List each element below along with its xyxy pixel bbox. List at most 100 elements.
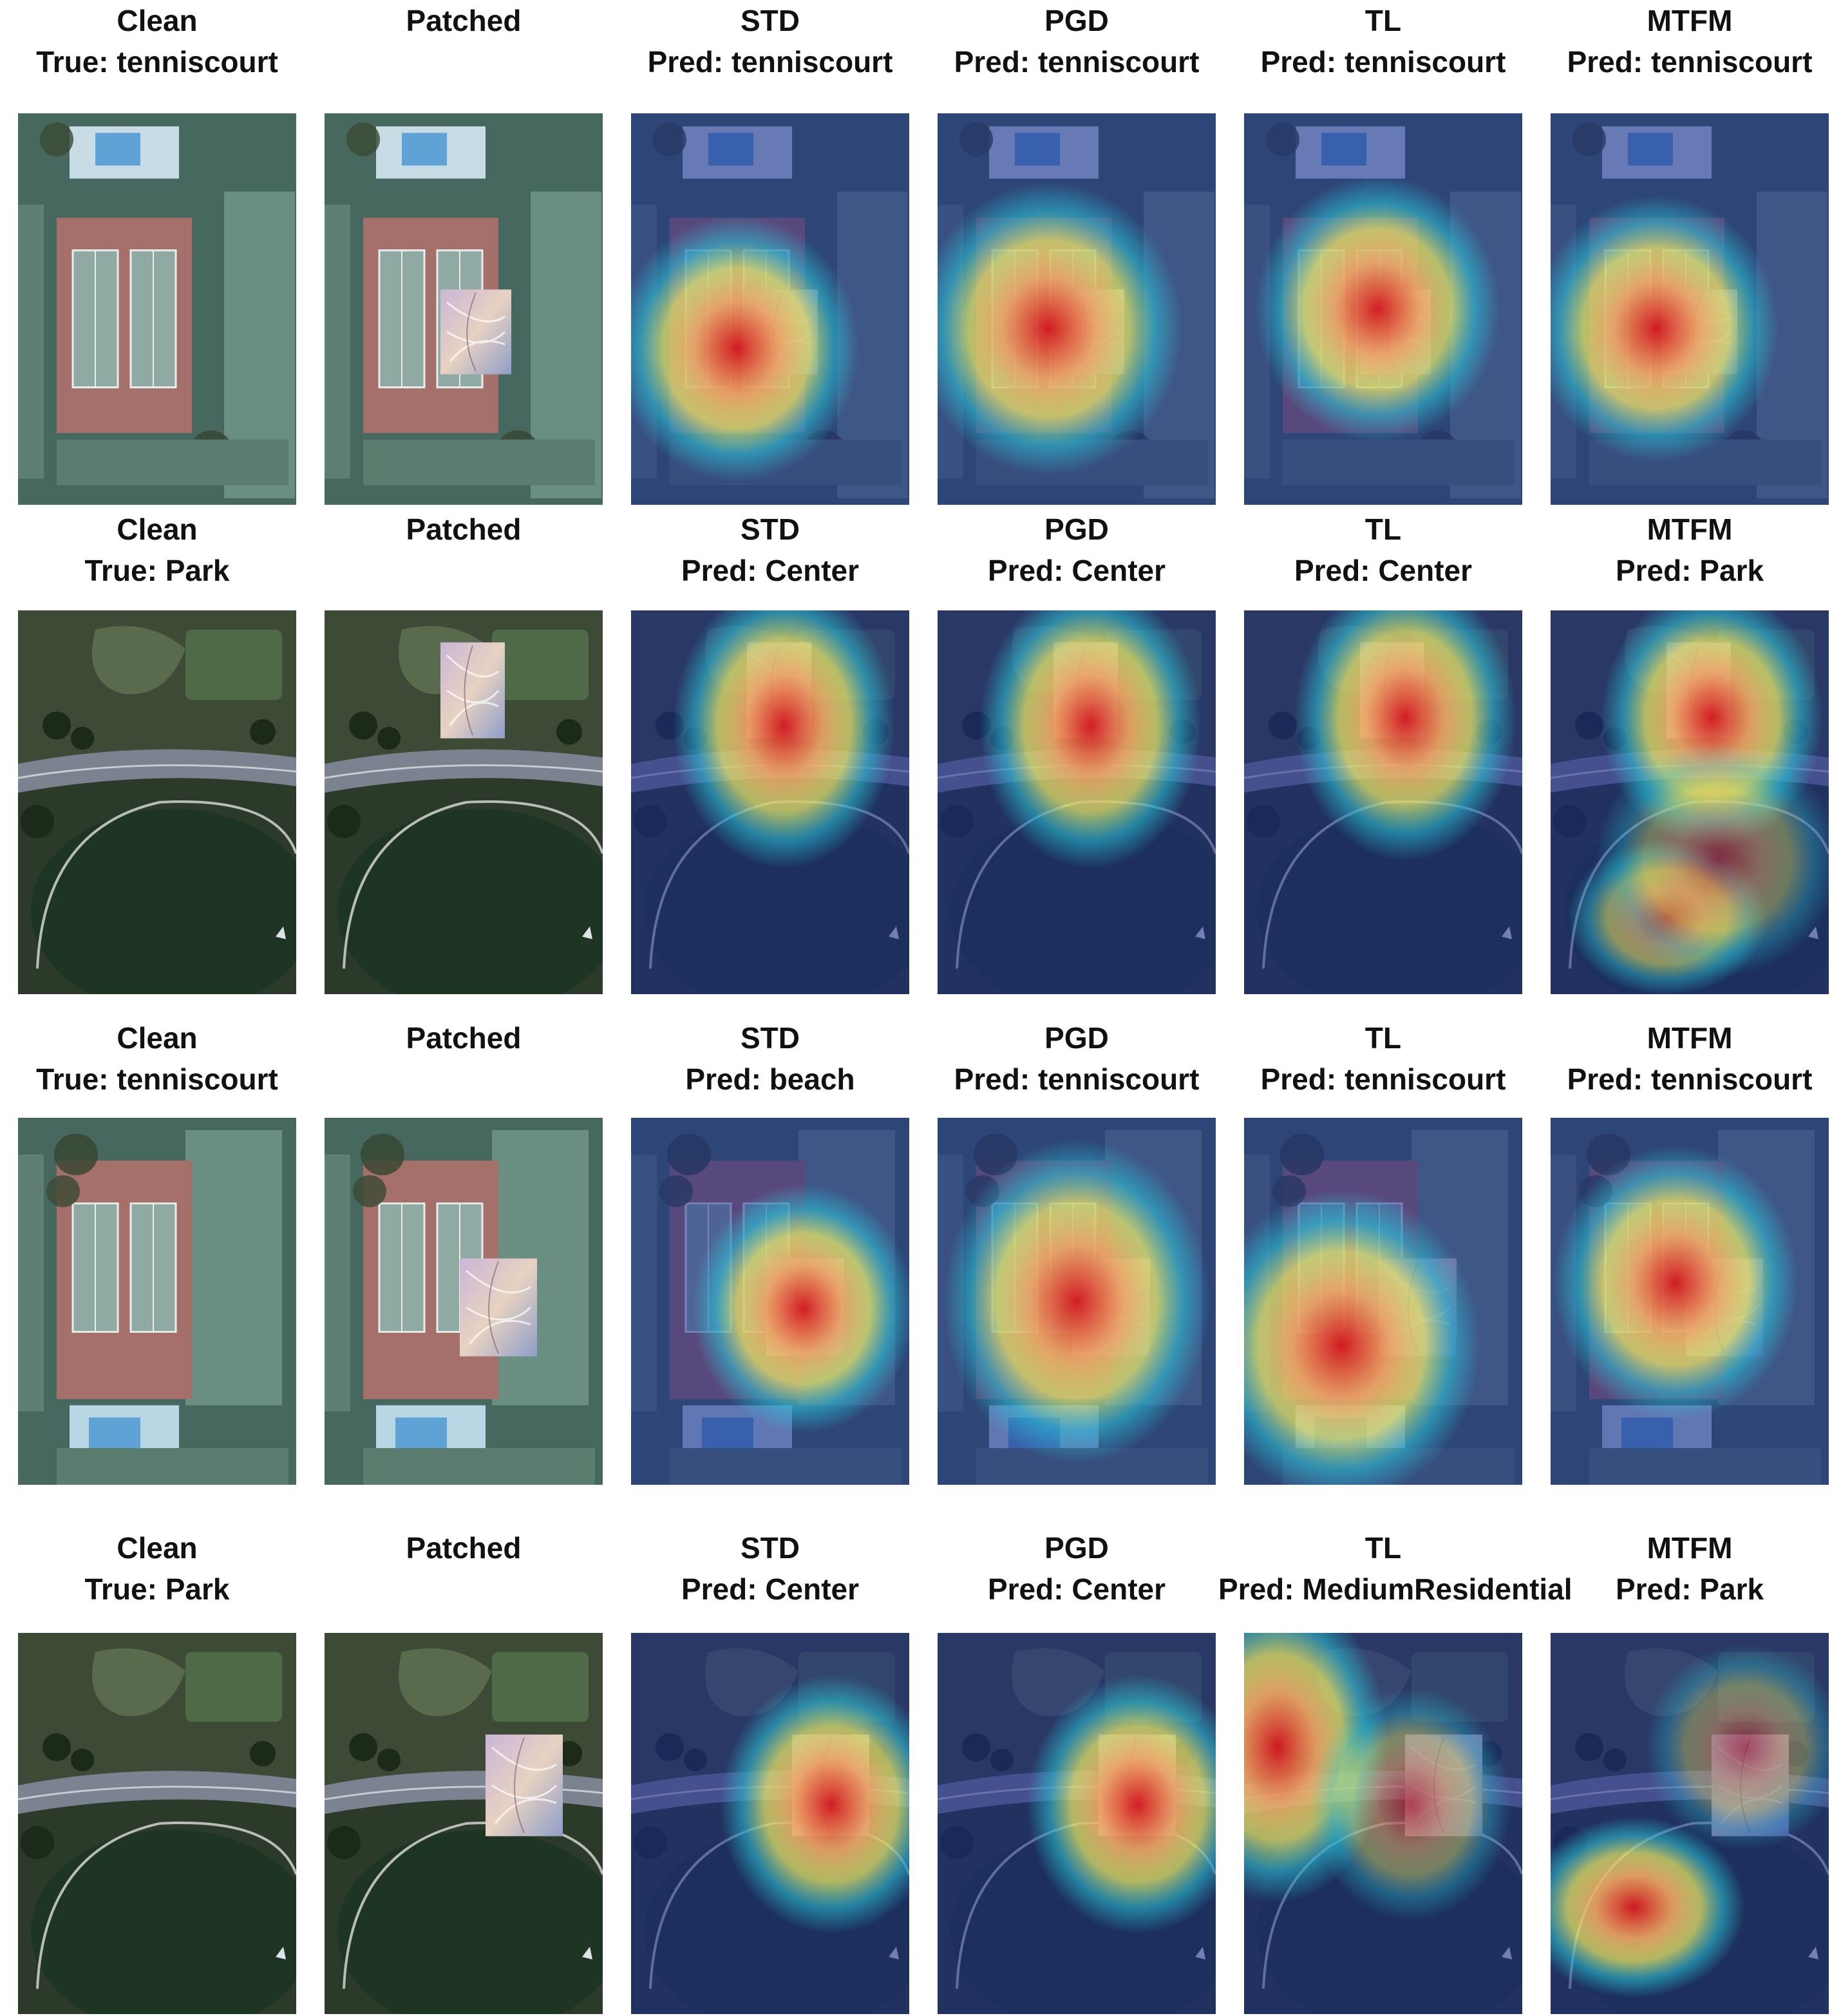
cam-heatmap-image: [1551, 1633, 1829, 2014]
panel-r4-c6: MTFM Pred: Park: [1551, 1527, 1829, 2014]
panel-r1-c3: STD Pred: tenniscourt: [631, 0, 909, 505]
panel-caption: PGD Pred: Center: [912, 1527, 1241, 1610]
panel-caption: TL Pred: tenniscourt: [1218, 0, 1548, 82]
panel-caption: Clean True: Park: [0, 509, 322, 591]
prediction-label: [299, 41, 628, 82]
panel-r3-c5: TL Pred: tenniscourt: [1244, 1017, 1522, 1485]
prediction-label: Pred: Center: [681, 1572, 860, 1606]
panel-title: Clean: [117, 1531, 198, 1565]
panel-title: TL: [1364, 1531, 1402, 1565]
panel-caption: PGD Pred: tenniscourt: [912, 1017, 1241, 1100]
panel-caption: STD Pred: beach: [605, 1017, 935, 1100]
panel-title: Patched: [406, 513, 522, 546]
patched-image: [325, 1118, 603, 1485]
prediction-label: [299, 1059, 628, 1100]
prediction-label: [299, 1569, 628, 1610]
panel-title: TL: [1364, 513, 1402, 546]
cam-heatmap-image: [938, 113, 1216, 505]
panel-title: Clean: [117, 1021, 198, 1055]
panel-caption: MTFM Pred: Park: [1525, 1527, 1841, 1610]
panel-title: PGD: [1044, 1021, 1109, 1055]
cam-heatmap-image: [631, 1118, 909, 1485]
panel-title: Patched: [406, 1531, 522, 1565]
panel-title: Clean: [117, 4, 198, 37]
cam-heatmap-image: [631, 1633, 909, 2014]
panel-r3-c6: MTFM Pred: tenniscourt: [1551, 1017, 1829, 1485]
panel-caption: Patched: [299, 1017, 628, 1100]
patched-image: [325, 1633, 603, 2014]
cam-heatmap-image: [631, 610, 909, 994]
clean-image: [18, 1118, 296, 1485]
prediction-label: Pred: Park: [1615, 554, 1764, 587]
cam-heatmap-image: [1244, 113, 1522, 505]
panel-title: PGD: [1044, 513, 1109, 546]
cam-heatmap-image: [1551, 113, 1829, 505]
prediction-label: Pred: Center: [1294, 554, 1473, 587]
panel-caption: TL Pred: tenniscourt: [1218, 1017, 1548, 1100]
prediction-label: Pred: tenniscourt: [647, 45, 893, 79]
true-label: True: tenniscourt: [36, 45, 278, 79]
panel-r2-c1: Clean True: Park: [18, 509, 296, 994]
panel-r3-c4: PGD Pred: tenniscourt: [938, 1017, 1216, 1485]
prediction-label: Pred: Center: [987, 1572, 1166, 1606]
panel-r3-c1: Clean True: tenniscourt: [18, 1017, 296, 1485]
prediction-label: Pred: MediumResidential: [1218, 1572, 1572, 1606]
panel-r2-c3: STD Pred: Center: [631, 509, 909, 994]
panel-r4-c1: Clean True: Park: [18, 1527, 296, 2014]
prediction-label: Pred: Center: [987, 554, 1166, 587]
panel-title: STD: [741, 1021, 800, 1055]
prediction-label: Pred: tenniscourt: [1567, 45, 1813, 79]
panel-caption: Clean True: tenniscourt: [0, 1017, 322, 1100]
panel-caption: Clean True: Park: [0, 1527, 322, 1610]
cam-heatmap-image: [1244, 1633, 1522, 2014]
panel-title: Clean: [117, 513, 198, 546]
patched-image: [325, 610, 603, 994]
panel-caption: TL Pred: Center: [1218, 509, 1548, 591]
panel-r2-c4: PGD Pred: Center: [938, 509, 1216, 994]
true-label: True: Park: [84, 1572, 230, 1606]
panel-r2-c2: Patched: [325, 509, 603, 994]
panel-r3-c3: STD Pred: beach: [631, 1017, 909, 1485]
clean-image: [18, 610, 296, 994]
cam-heatmap-image: [1244, 1118, 1522, 1485]
panel-caption: Patched: [299, 1527, 628, 1610]
panel-caption: TL Pred: MediumResidential: [1218, 1527, 1572, 1610]
panel-title: PGD: [1044, 4, 1109, 37]
clean-image: [18, 1633, 296, 2014]
cam-heatmap-image: [631, 113, 909, 505]
patched-image: [325, 113, 603, 505]
panel-title: STD: [741, 513, 800, 546]
prediction-label: Pred: tenniscourt: [954, 1062, 1200, 1096]
prediction-label: [299, 550, 628, 591]
panel-r1-c1: Clean True: tenniscourt: [18, 0, 296, 505]
panel-caption: STD Pred: tenniscourt: [605, 0, 935, 82]
panel-caption: PGD Pred: tenniscourt: [912, 0, 1241, 82]
panel-title: MTFM: [1647, 1531, 1733, 1565]
panel-caption: Patched: [299, 0, 628, 82]
prediction-label: Pred: Center: [681, 554, 860, 587]
panel-caption: STD Pred: Center: [605, 509, 935, 591]
panel-title: PGD: [1044, 1531, 1109, 1565]
panel-title: Patched: [406, 4, 522, 37]
prediction-label: Pred: beach: [685, 1062, 855, 1096]
prediction-label: Pred: Park: [1615, 1572, 1764, 1606]
panel-title: MTFM: [1647, 4, 1733, 37]
panel-r1-c4: PGD Pred: tenniscourt: [938, 0, 1216, 505]
panel-caption: Clean True: tenniscourt: [0, 0, 322, 82]
prediction-label: Pred: tenniscourt: [1260, 1062, 1506, 1096]
cam-heatmap-image: [1551, 1118, 1829, 1485]
clean-image: [18, 113, 296, 505]
panel-caption: Patched: [299, 509, 628, 591]
panel-caption: MTFM Pred: Park: [1525, 509, 1841, 591]
panel-r4-c4: PGD Pred: Center: [938, 1527, 1216, 2014]
cam-heatmap-image: [1551, 610, 1829, 994]
panel-title: MTFM: [1647, 1021, 1733, 1055]
panel-caption: MTFM Pred: tenniscourt: [1525, 0, 1841, 82]
prediction-label: Pred: tenniscourt: [954, 45, 1200, 79]
panel-caption: STD Pred: Center: [605, 1527, 935, 1610]
panel-title: Patched: [406, 1021, 522, 1055]
panel-r2-c5: TL Pred: Center: [1244, 509, 1522, 994]
cam-heatmap-image: [938, 610, 1216, 994]
prediction-label: Pred: tenniscourt: [1567, 1062, 1813, 1096]
panel-r4-c3: STD Pred: Center: [631, 1527, 909, 2014]
